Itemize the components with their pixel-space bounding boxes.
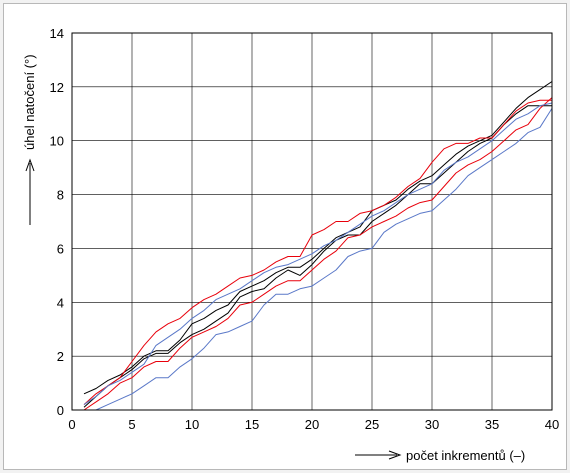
y-tick-label: 12 — [50, 80, 64, 95]
series-line-1 — [83, 81, 553, 395]
series-group — [83, 81, 553, 411]
series-line-5 — [84, 108, 553, 411]
series-line-4 — [83, 97, 553, 411]
tick-labels: 0 5 10 15 20 25 30 35 40 0 2 4 6 8 10 12 14 — [50, 26, 560, 432]
x-axis-label: počet inkrementů (–) — [406, 448, 525, 463]
y-tick-label: 10 — [50, 134, 64, 149]
y-tick-label: 6 — [57, 241, 64, 256]
y-tick-label: 14 — [50, 26, 64, 41]
x-tick-label: 10 — [185, 417, 199, 432]
x-axis-label-group: počet inkrementů (–) — [355, 448, 525, 463]
x-tick-label: 25 — [365, 417, 379, 432]
plot-border — [71, 32, 553, 411]
y-axis-label-group: úhel natočení (°) — [22, 54, 37, 225]
series-line-3 — [83, 99, 552, 405]
x-tick-label: 15 — [245, 417, 259, 432]
x-tick-label: 35 — [485, 417, 499, 432]
y-tick-label: 2 — [57, 349, 64, 364]
x-tick-label: 5 — [128, 417, 135, 432]
y-axis-arrow-head — [25, 158, 35, 172]
x-tick-label: 40 — [545, 417, 559, 432]
y-axis-label: úhel natočení (°) — [22, 54, 37, 150]
y-tick-label: 4 — [57, 295, 64, 310]
x-tick-label: 20 — [305, 417, 319, 432]
x-axis-arrow-head — [388, 450, 402, 460]
x-tick-label: 30 — [425, 417, 439, 432]
series-line-6 — [83, 102, 553, 406]
y-tick-label: 0 — [57, 403, 64, 418]
y-tick-label: 8 — [57, 188, 64, 203]
x-tick-label: 0 — [68, 417, 75, 432]
series-line-2 — [83, 105, 552, 408]
